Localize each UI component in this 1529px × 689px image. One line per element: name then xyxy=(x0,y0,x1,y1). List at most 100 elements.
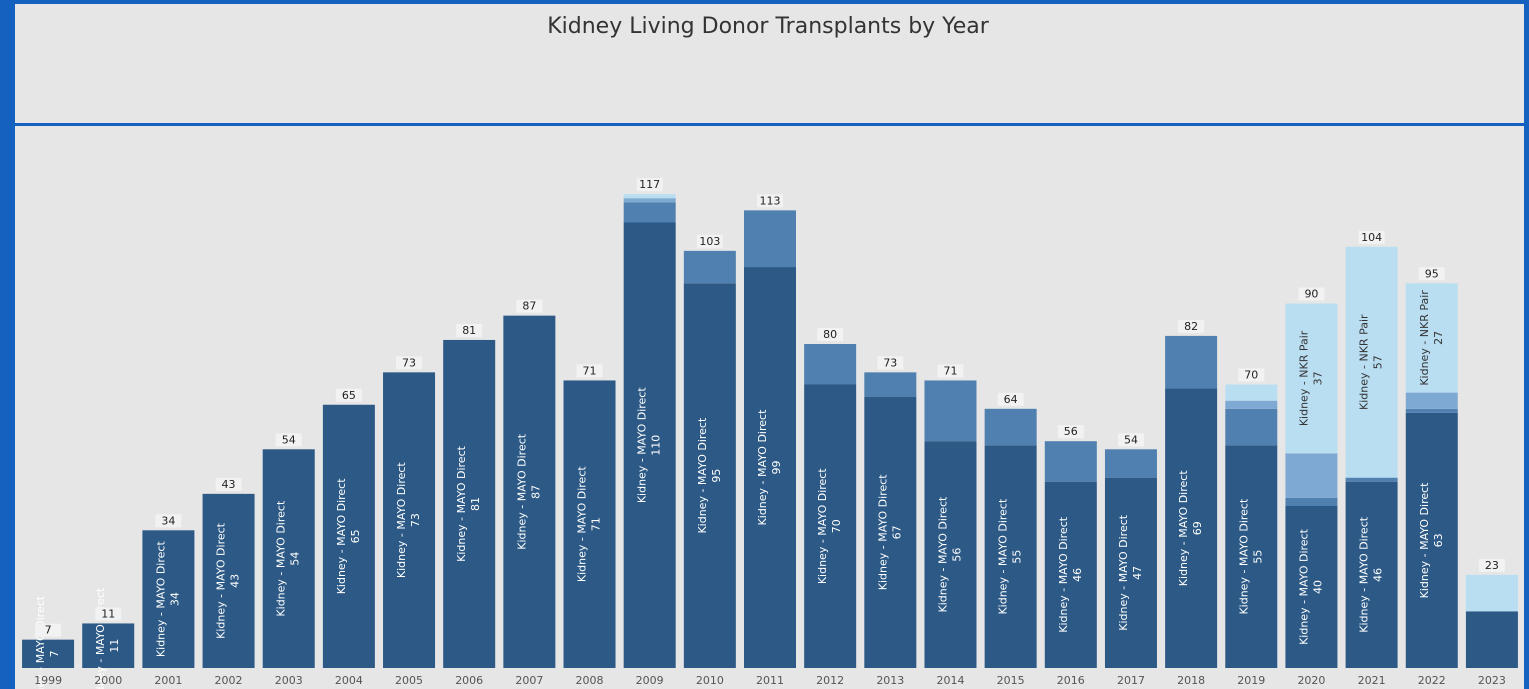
segment-label-value: 110 xyxy=(650,435,663,456)
segment-label: Kidney - MAYO Direct 67 xyxy=(876,474,903,591)
x-tick-label: 2002 xyxy=(215,674,243,687)
segment-label-value: 57 xyxy=(1372,355,1385,369)
x-tick-label: 2010 xyxy=(696,674,724,687)
segment-label-name: Kidney - MAYO Direct xyxy=(515,433,528,550)
segment-label-value: 7 xyxy=(48,650,61,657)
total-label-bg xyxy=(1178,319,1205,333)
bar-segment xyxy=(503,315,556,668)
total-label: 65 xyxy=(342,389,356,402)
x-tick-label: 2004 xyxy=(335,674,363,687)
segment-label: Kidney - MAYO Direct 55 xyxy=(997,498,1024,615)
segment-label-value: 54 xyxy=(289,552,302,566)
total-label: 104 xyxy=(1361,231,1382,244)
bar-segment xyxy=(984,445,1037,668)
segment-label-value: 81 xyxy=(469,497,482,511)
total-label-bg xyxy=(1418,267,1445,281)
total-label: 113 xyxy=(760,194,781,207)
x-tick-label: 2008 xyxy=(576,674,604,687)
segment-label: Kidney - MAYO Direct 87 xyxy=(515,433,542,550)
segment-label-name: Kidney - MAYO Direct xyxy=(936,496,949,613)
segment-label: Kidney - MAYO Direct 34 xyxy=(154,541,181,658)
total-label-bg xyxy=(1238,368,1265,382)
segment-label: Kidney - MAYO Direct 7 xyxy=(34,595,61,689)
segment-label-value: 67 xyxy=(890,525,903,539)
segment-label: Kidney - MAYO Direct 65 xyxy=(335,478,362,595)
bar-segment xyxy=(864,396,917,668)
bar-segment xyxy=(744,267,796,668)
bar-segment xyxy=(1225,408,1278,446)
bar-segment xyxy=(322,404,375,668)
segment-label-name: Kidney - MAYO Direct xyxy=(1117,514,1130,631)
bar-segment xyxy=(1405,408,1458,413)
segment-label: Kidney - MAYO Direct 46 xyxy=(1358,516,1385,633)
segment-label: Kidney - MAYO Direct 71 xyxy=(576,466,603,583)
segment-label-value: 11 xyxy=(108,639,121,653)
bar-segment xyxy=(683,283,736,668)
total-label-bg xyxy=(35,623,62,637)
total-label-bg xyxy=(155,514,182,528)
total-label-bg xyxy=(576,364,603,378)
bar-segment xyxy=(1104,477,1157,668)
total-label: 117 xyxy=(639,178,660,191)
bar-segment xyxy=(984,408,1037,446)
total-label: 95 xyxy=(1425,267,1439,280)
segment-label-name: Kidney - MAYO Direct xyxy=(636,387,649,504)
segment-label: Kidney - MAYO Direct 99 xyxy=(756,409,783,526)
segment-label-value: 56 xyxy=(950,548,963,562)
x-tick-label: 1999 xyxy=(34,674,62,687)
segment-label-value: 47 xyxy=(1131,566,1144,580)
bar-segment xyxy=(1345,477,1398,482)
segment-label-value: 55 xyxy=(1251,550,1264,564)
total-label: 81 xyxy=(462,324,476,337)
segment-label-value: 70 xyxy=(830,519,843,533)
total-label: 56 xyxy=(1064,425,1078,438)
bar-segment xyxy=(804,384,857,668)
segment-label-value: 46 xyxy=(1071,568,1084,582)
total-label-bg xyxy=(456,323,483,337)
segment-label: Kidney - NKR Pair 37 xyxy=(1297,330,1324,426)
segment-label-value: 34 xyxy=(168,592,181,606)
total-label-bg xyxy=(997,392,1024,406)
total-label: 87 xyxy=(522,300,536,313)
segment-label-name: Kidney - MAYO Direct xyxy=(395,462,408,579)
total-label: 73 xyxy=(883,356,897,369)
total-label: 90 xyxy=(1304,288,1318,301)
total-label-bg xyxy=(516,299,543,313)
x-tick-label: 2012 xyxy=(816,674,844,687)
bar-segment xyxy=(1044,481,1097,668)
segment-label-name: Kidney - MAYO Direct xyxy=(1358,516,1371,633)
segment-label-name: Kidney - MAYO Direct xyxy=(1297,528,1310,645)
segment-label-value: 99 xyxy=(770,461,783,475)
bar-segment xyxy=(1285,506,1338,668)
bar-segment xyxy=(924,380,977,442)
segment-label: Kidney - MAYO Direct 54 xyxy=(275,500,302,617)
total-label-bg xyxy=(937,364,964,378)
total-label: 70 xyxy=(1244,369,1258,382)
segment-label-name: Kidney - MAYO Direct xyxy=(154,541,167,658)
bar-segment xyxy=(1225,445,1278,668)
bar-segment xyxy=(1225,384,1278,401)
bar-segment xyxy=(1285,497,1338,506)
total-label: 7 xyxy=(45,624,52,637)
bar-segment xyxy=(1405,412,1458,668)
segment-label-name: Kidney - MAYO Direct xyxy=(756,409,769,526)
segment-label-name: Kidney - MAYO Direct xyxy=(34,595,47,689)
bar-segment xyxy=(1104,449,1157,478)
total-label-bg xyxy=(1358,230,1385,244)
segment-label-value: 71 xyxy=(590,517,603,531)
title-panel xyxy=(15,4,1524,123)
bar-segment xyxy=(1345,481,1398,668)
segment-label: Kidney - MAYO Direct 40 xyxy=(1297,528,1324,645)
bar-segment xyxy=(744,210,796,268)
segment-label-name: Kidney - NKR Pair xyxy=(1297,330,1310,426)
bar-segment xyxy=(623,194,676,199)
segment-label: Kidney - MAYO Direct 46 xyxy=(1057,516,1084,633)
total-label-bg xyxy=(696,234,723,248)
bar-segment xyxy=(142,530,195,668)
x-tick-label: 2020 xyxy=(1297,674,1325,687)
bar-segment xyxy=(443,339,496,668)
bar-segment xyxy=(262,449,315,668)
segment-label-value: 69 xyxy=(1191,521,1204,535)
x-tick-label: 2003 xyxy=(275,674,303,687)
